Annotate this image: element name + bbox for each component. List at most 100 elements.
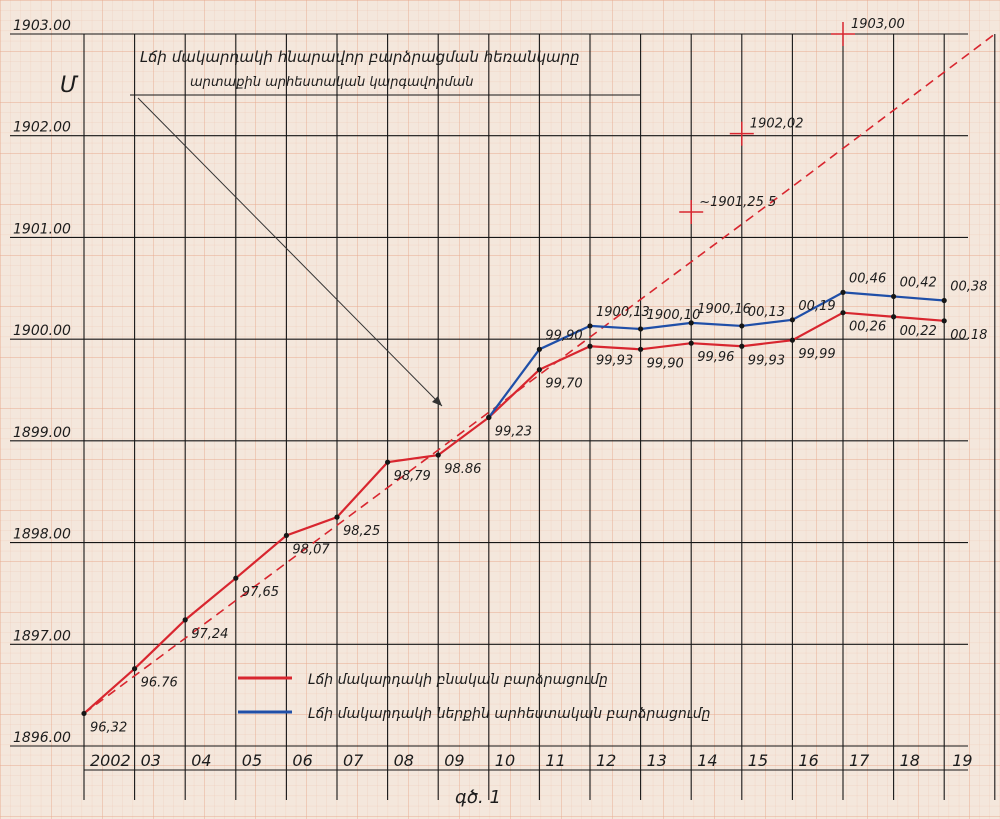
- artificial-data-label: 1900,10: [647, 308, 701, 323]
- artificial-point: [941, 297, 947, 304]
- natural-point: [132, 666, 138, 672]
- y-tick-label: 1903.00: [13, 18, 71, 34]
- artificial-data-label: 99,90: [545, 328, 582, 343]
- artificial-data-label: 1900,16: [697, 302, 751, 317]
- x-tick-label: 11: [545, 751, 565, 770]
- x-tick-label: 05: [242, 751, 262, 770]
- artificial-point: [638, 326, 644, 332]
- y-axis-unit-label: Մ: [60, 73, 79, 98]
- x-tick-label: 13: [647, 751, 667, 770]
- artificial-level-line: [487, 291, 945, 419]
- y-tick-label: 1900.00: [13, 323, 71, 339]
- natural-data-label: 99,70: [545, 377, 582, 392]
- ink-grid: [83, 33, 996, 800]
- natural-point: [789, 337, 796, 343]
- chart-title: Լճի մակարդակի հնարավոր բարձրացման հեռանկ…: [140, 48, 580, 66]
- title-block: Լճի մակարդակի հնարավոր բարձրացման հեռանկ…: [130, 48, 640, 407]
- natural-point: [739, 343, 745, 349]
- x-tick-label: 04: [191, 751, 211, 770]
- y-tick-label: 1898.00: [13, 527, 71, 543]
- x-tick-label: 03: [141, 751, 161, 770]
- series-layer: [81, 289, 947, 717]
- natural-data-label: 99,93: [596, 353, 633, 368]
- natural-data-label: 00,26: [849, 320, 886, 335]
- x-tick-label: 07: [343, 751, 364, 770]
- y-tick-label: 1901.00: [13, 221, 71, 237]
- x-tick-label: 10: [495, 751, 515, 770]
- x-tick-label: 09: [444, 751, 464, 770]
- natural-point: [638, 346, 644, 352]
- chart-subtitle: արտաքին արհեստական կարգավորման: [190, 75, 474, 90]
- natural-data-label: 98,25: [343, 524, 380, 539]
- natural-point: [688, 340, 694, 346]
- natural-data-label: 99,23: [495, 424, 532, 439]
- x-axis: 2002 03 04 05 06 07 08 09 10 11 12 13 14 15 16 17 18 19: [90, 751, 973, 770]
- artificial-point: [739, 323, 745, 329]
- natural-data-label: 98.86: [444, 462, 481, 477]
- natural-point: [891, 314, 897, 320]
- natural-point: [283, 532, 289, 539]
- artificial-point: [891, 293, 897, 300]
- x-tick-label: 14: [697, 751, 717, 770]
- natural-data-label: 99,96: [697, 350, 734, 365]
- natural-point: [536, 367, 543, 373]
- natural-level-line: [83, 311, 945, 715]
- natural-data-label: 98,79: [394, 469, 431, 484]
- natural-point: [334, 514, 340, 520]
- artificial-point: [688, 320, 694, 326]
- artificial-point: [536, 346, 543, 352]
- natural-point: [182, 617, 188, 623]
- artificial-data-label: 00,38: [950, 279, 987, 294]
- artificial-point: [486, 414, 492, 421]
- annotation-label: 1903,00: [851, 17, 905, 32]
- natural-point: [81, 710, 87, 717]
- natural-point: [587, 343, 593, 349]
- y-tick-label: 1897.00: [13, 628, 71, 644]
- figure-label: գծ. 1: [455, 787, 501, 808]
- title-pointer-arrowhead: [432, 396, 442, 406]
- x-tick-label: 2002: [90, 751, 131, 770]
- y-tick-label: 1902.00: [13, 120, 71, 136]
- natural-point: [435, 452, 441, 458]
- y-tick-label: 1899.00: [13, 425, 71, 441]
- artificial-data-label: 1900,13: [596, 305, 650, 320]
- legend: Լճի մակարդակի բնական բարձրացումը Լճի մակ…: [238, 672, 711, 722]
- natural-data-label: 98,07: [292, 542, 330, 557]
- data-labels-layer: 96,32 96.76 97,24 97,65 98,07 98,25 98,79 98.86…: [90, 271, 987, 735]
- natural-data-label: 99,93: [748, 353, 785, 368]
- natural-point: [840, 310, 846, 316]
- x-tick-label: 12: [596, 751, 616, 770]
- legend-artificial-label: Լճի մակարդակի ներքին արհեստական բարձրացո…: [308, 706, 711, 722]
- x-tick-label: 19: [952, 751, 972, 770]
- annotation-label: ~1901,25 5: [699, 195, 776, 210]
- x-tick-label: 15: [748, 751, 768, 770]
- artificial-point: [840, 289, 846, 295]
- x-tick-label: 06: [292, 751, 312, 770]
- artificial-data-label: 00,19: [798, 299, 835, 314]
- artificial-point: [587, 323, 593, 329]
- natural-data-label: 99,90: [647, 356, 684, 371]
- natural-point: [941, 318, 947, 324]
- natural-point: [385, 459, 391, 465]
- artificial-data-label: 00,13: [748, 305, 785, 320]
- x-tick-label: 16: [798, 751, 818, 770]
- annotation-label: 1902,02: [750, 117, 804, 132]
- y-axis: 1896.00 1897.00 1898.00 1899.00 1900.00 1901.…: [10, 18, 84, 747]
- x-tick-label: 18: [900, 751, 920, 770]
- natural-data-label: 00.18: [950, 328, 987, 343]
- title-pointer-arrow: [137, 97, 443, 407]
- natural-data-label: 00,22: [900, 324, 937, 339]
- artificial-point: [789, 317, 796, 323]
- natural-data-label: 97,65: [242, 585, 279, 600]
- natural-point: [233, 575, 239, 581]
- x-tick-label: 17: [849, 751, 870, 770]
- x-tick-label: 08: [394, 751, 414, 770]
- artificial-data-label: 00,42: [900, 275, 937, 290]
- natural-data-label: 99,99: [798, 347, 835, 362]
- legend-natural-label: Լճի մակարդակի բնական բարձրացումը: [308, 672, 608, 688]
- natural-data-label: 96.76: [141, 676, 178, 691]
- trend-dashed-line: [83, 33, 996, 715]
